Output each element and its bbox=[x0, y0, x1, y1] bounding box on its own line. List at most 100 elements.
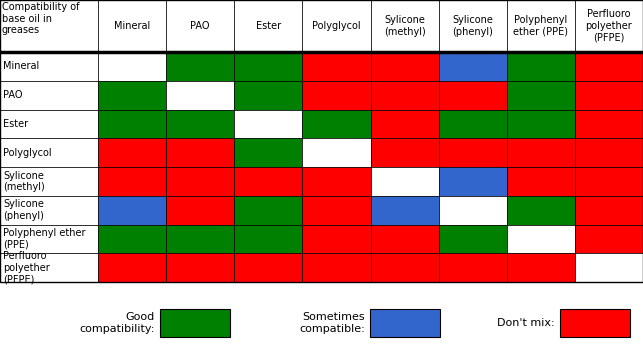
Bar bbox=[439, 225, 507, 253]
Text: Compatibility of
base oil in
greases: Compatibility of base oil in greases bbox=[2, 2, 80, 35]
Bar bbox=[302, 138, 370, 167]
Bar bbox=[166, 253, 234, 282]
Text: Sylicone
(phenyl): Sylicone (phenyl) bbox=[452, 15, 493, 37]
Bar bbox=[439, 52, 507, 81]
Bar bbox=[575, 81, 643, 110]
Bar bbox=[439, 253, 507, 282]
Text: PAO: PAO bbox=[190, 21, 210, 31]
Bar bbox=[0, 0, 643, 282]
Bar bbox=[507, 0, 575, 52]
Bar bbox=[302, 253, 370, 282]
Bar bbox=[98, 167, 166, 196]
Bar bbox=[0, 167, 98, 196]
Text: Polyphenyl
ether (PPE): Polyphenyl ether (PPE) bbox=[513, 15, 568, 37]
Bar bbox=[234, 167, 302, 196]
Text: Sylicone
(phenyl): Sylicone (phenyl) bbox=[3, 199, 44, 221]
Bar bbox=[575, 196, 643, 225]
Bar bbox=[0, 81, 98, 110]
Bar bbox=[370, 196, 439, 225]
Text: Polyglycol: Polyglycol bbox=[312, 21, 361, 31]
Bar bbox=[575, 110, 643, 138]
Bar bbox=[507, 52, 575, 81]
Bar bbox=[166, 52, 234, 81]
Bar bbox=[439, 81, 507, 110]
Bar bbox=[507, 167, 575, 196]
Bar bbox=[234, 52, 302, 81]
Bar bbox=[575, 225, 643, 253]
Bar bbox=[234, 81, 302, 110]
Bar bbox=[302, 225, 370, 253]
Text: Perfluoro
polyether
(PFPE): Perfluoro polyether (PFPE) bbox=[3, 251, 50, 284]
Bar bbox=[98, 253, 166, 282]
Bar bbox=[160, 309, 230, 337]
Bar bbox=[370, 253, 439, 282]
Bar bbox=[575, 138, 643, 167]
Bar bbox=[302, 110, 370, 138]
Bar bbox=[302, 196, 370, 225]
Bar bbox=[439, 0, 507, 52]
Bar bbox=[575, 52, 643, 81]
Text: Polyglycol: Polyglycol bbox=[3, 147, 51, 158]
Bar bbox=[0, 110, 98, 138]
Bar bbox=[0, 225, 98, 253]
Text: Sylicone
(methyl): Sylicone (methyl) bbox=[3, 171, 45, 192]
Bar bbox=[507, 225, 575, 253]
Bar bbox=[370, 110, 439, 138]
Bar bbox=[234, 196, 302, 225]
Bar bbox=[370, 81, 439, 110]
Bar bbox=[166, 167, 234, 196]
Bar bbox=[302, 81, 370, 110]
Bar bbox=[575, 167, 643, 196]
Bar bbox=[370, 52, 439, 81]
Bar bbox=[98, 225, 166, 253]
Bar bbox=[98, 0, 166, 52]
Bar bbox=[507, 138, 575, 167]
Bar bbox=[234, 138, 302, 167]
Bar bbox=[0, 253, 98, 282]
Bar bbox=[166, 196, 234, 225]
Bar bbox=[234, 110, 302, 138]
Bar bbox=[234, 253, 302, 282]
Bar bbox=[98, 81, 166, 110]
Text: Mineral: Mineral bbox=[114, 21, 150, 31]
Bar bbox=[166, 225, 234, 253]
Bar bbox=[439, 138, 507, 167]
Text: Ester: Ester bbox=[3, 119, 28, 129]
Bar bbox=[507, 253, 575, 282]
Bar bbox=[234, 225, 302, 253]
Bar bbox=[507, 110, 575, 138]
Text: Good
compatibility:: Good compatibility: bbox=[80, 312, 155, 334]
Bar bbox=[302, 52, 370, 81]
Text: Mineral: Mineral bbox=[3, 61, 39, 71]
Bar bbox=[370, 309, 440, 337]
Text: Perfluoro
polyether
(PFPE): Perfluoro polyether (PFPE) bbox=[586, 9, 632, 43]
Bar bbox=[370, 167, 439, 196]
Bar bbox=[439, 167, 507, 196]
Bar bbox=[0, 196, 98, 225]
Bar bbox=[439, 196, 507, 225]
Bar bbox=[166, 0, 234, 52]
Bar bbox=[370, 138, 439, 167]
Bar bbox=[0, 0, 98, 52]
Bar bbox=[166, 81, 234, 110]
Bar bbox=[439, 110, 507, 138]
Bar bbox=[98, 196, 166, 225]
Bar bbox=[507, 196, 575, 225]
Bar bbox=[302, 0, 370, 52]
Text: Polyphenyl ether
(PPE): Polyphenyl ether (PPE) bbox=[3, 228, 86, 250]
Text: PAO: PAO bbox=[3, 90, 23, 100]
Bar bbox=[98, 52, 166, 81]
Bar bbox=[302, 167, 370, 196]
Bar bbox=[507, 81, 575, 110]
Bar bbox=[234, 0, 302, 52]
Bar bbox=[560, 309, 630, 337]
Text: Sometimes
compatible:: Sometimes compatible: bbox=[299, 312, 365, 334]
Bar bbox=[0, 52, 98, 81]
Bar bbox=[0, 138, 98, 167]
Bar bbox=[575, 0, 643, 52]
Bar bbox=[370, 0, 439, 52]
Bar bbox=[370, 225, 439, 253]
Bar bbox=[166, 110, 234, 138]
Text: Don't mix:: Don't mix: bbox=[498, 318, 555, 328]
Bar bbox=[166, 138, 234, 167]
